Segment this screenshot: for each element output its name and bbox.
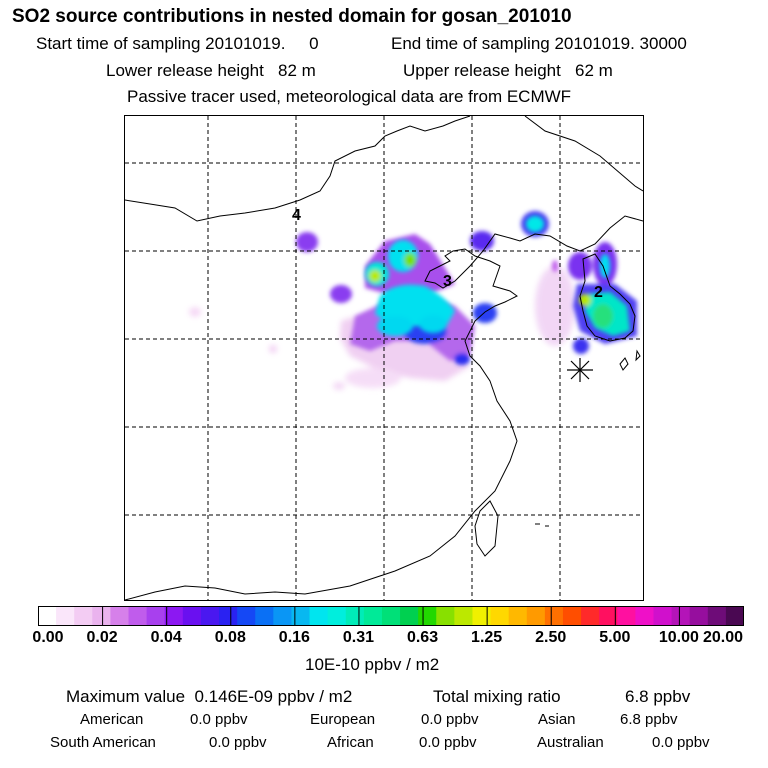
colorbar-swatch [146,606,166,626]
region-name-australian: Australian [537,734,604,751]
colorbar-swatch [526,606,546,626]
colorbar-swatch [38,606,57,626]
colorbar-tick-label: 0.00 [32,629,64,646]
colorbar-swatch [74,606,93,626]
colorbar-swatch [237,606,256,626]
colorbar-swatch [309,606,329,626]
colorbar-swatch [345,606,365,626]
colorbar-border [38,606,744,626]
colorbar [38,606,744,626]
colorbar-tick-label: 0.04 [150,629,182,646]
lower-release-label: Lower release height 82 m [106,61,316,80]
map-title: SO2 source contributions in nested domai… [12,6,572,27]
colorbar-swatch [200,606,220,626]
colorbar-swatch [327,606,347,626]
colorbar-tick-label: 0.08 [214,629,246,646]
colorbar-tick-label: 0.16 [278,629,310,646]
lat-lon-grid [125,116,643,600]
map-panel: 4 3 2 [124,115,644,601]
map-svg: 4 3 2 [125,116,643,600]
total-mixing-value: 6.8 ppbv [625,687,691,706]
colorbar-swatch [617,606,636,626]
end-time-label: End time of sampling 20101019. 30000 [391,34,687,53]
colorbar-swatch [490,606,510,626]
colorbar-tick-label: 2.50 [535,629,567,646]
colorbar-swatch [182,606,202,626]
colorbar-tick-label: 0.63 [406,629,439,646]
colorbar-swatch [689,606,709,626]
colorbar-swatch [273,606,293,626]
region-label-2: 2 [594,284,603,301]
colorbar-swatch [400,606,419,626]
colorbar-swatch [255,606,274,626]
region-value-south-american: 0.0 ppbv [209,734,267,751]
colorbar-tick-label: 0.02 [86,629,118,646]
colorbar-swatch [544,606,564,626]
colorbar-swatch [164,606,184,626]
colorbar-swatch [653,606,673,626]
colorbar-swatch [128,606,148,626]
colorbar-swatch [56,606,75,626]
region-name-european: European [310,711,376,728]
colorbar-swatch [725,606,744,626]
maximum-value: Maximum value 0.146E-09 ppbv / m2 [66,687,353,706]
colorbar-swatch [219,606,238,626]
colorbar-tick-label: 5.00 [599,629,631,646]
high-concentration-plume [365,216,630,336]
coastlines [125,116,643,600]
colorbar-tick-label: 10.00 [658,629,699,646]
colorbar-tick-label: 0.31 [342,629,375,646]
colorbar-swatch [363,606,383,626]
colorbar-tick-label: 20.00 [702,629,744,646]
colorbar-tick-label: 1.25 [471,629,503,646]
region-name-south-american: South American [50,734,156,751]
colorbar-swatch [472,606,492,626]
region-name-african: African [327,734,374,751]
colorbar-swatch [381,606,401,626]
colorbar-swatch [436,606,455,626]
colorbar-unit: 10E-10 ppbv / m2 [305,655,440,674]
colorbar-swatch [418,606,437,626]
upper-release-label: Upper release height 62 m [403,61,613,80]
region-name-asian: Asian [538,711,576,728]
colorbar-swatch [92,606,112,626]
colorbar-swatch [454,606,474,626]
colorbar-swatch [291,606,311,626]
region-value-australian: 0.0 ppbv [652,734,710,751]
colorbar-swatch [635,606,655,626]
colorbar-swatch [671,606,691,626]
region-label-3: 3 [443,273,452,290]
region-value-european: 0.0 ppbv [421,711,479,728]
region-value-american: 0.0 ppbv [190,711,248,728]
tracer-note: Passive tracer used, meteorological data… [127,87,572,106]
colorbar-swatch [562,606,582,626]
region-value-asian: 6.8 ppbv [620,711,678,728]
colorbar-swatch [599,606,618,626]
asterisk-icon [567,358,593,382]
colorbar-swatch [508,606,528,626]
total-mixing-label: Total mixing ratio [433,687,561,706]
colorbar-swatch [110,606,130,626]
region-name-american: American [80,711,144,728]
colorbar-swatch [581,606,600,626]
colorbar-swatch [707,606,727,626]
start-time-label: Start time of sampling 20101019. 0 [36,34,319,53]
region-label-4: 4 [292,207,301,224]
region-value-african: 0.0 ppbv [419,734,477,751]
